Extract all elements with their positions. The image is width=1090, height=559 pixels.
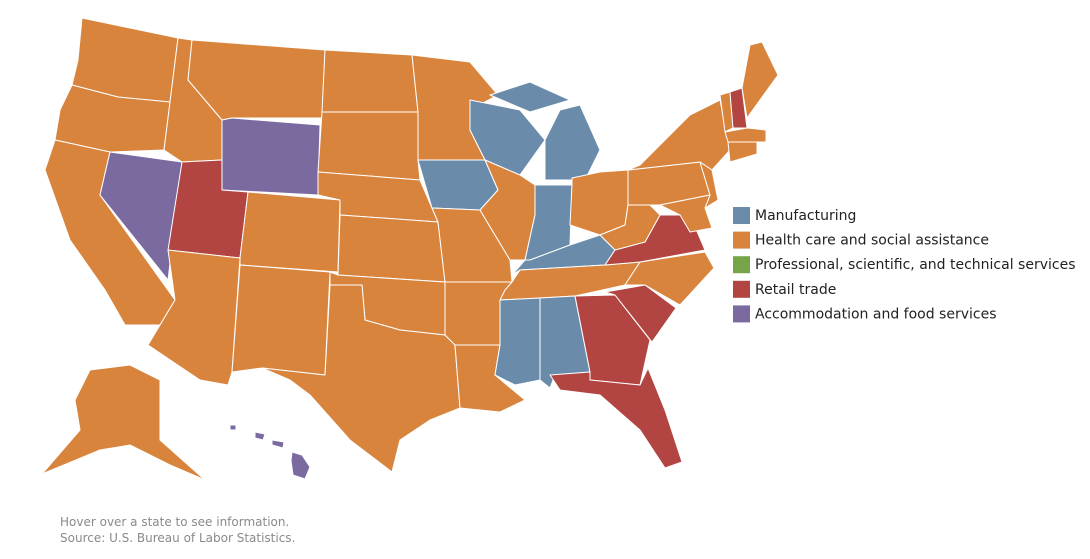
legend-swatch (733, 305, 750, 323)
state-map (41, 17, 779, 481)
state[interactable] (54, 84, 171, 153)
state[interactable] (321, 49, 419, 113)
state[interactable] (239, 191, 341, 273)
state[interactable] (724, 127, 767, 143)
legend-swatch (733, 280, 750, 298)
state[interactable] (699, 161, 719, 209)
legend: Manufacturing Health care and social assi… (733, 207, 1075, 323)
state[interactable] (569, 169, 629, 236)
state[interactable] (229, 424, 311, 480)
state[interactable] (417, 159, 499, 211)
state[interactable] (741, 41, 779, 119)
footnote: Source: U.S. Bureau of Labor Statistics. (60, 531, 295, 545)
legend-label: Manufacturing (755, 208, 856, 224)
legend-label: Professional, scientific, and technical … (755, 257, 1075, 273)
state[interactable] (231, 264, 331, 376)
state[interactable] (221, 117, 321, 196)
state[interactable] (627, 99, 731, 171)
state[interactable] (261, 284, 461, 473)
state[interactable] (659, 194, 713, 233)
footnote: Hover over a state to see information. (60, 515, 289, 529)
state[interactable] (727, 141, 758, 163)
state[interactable] (337, 214, 446, 283)
state[interactable] (41, 364, 206, 481)
state[interactable] (99, 151, 183, 281)
legend-label: Retail trade (755, 282, 836, 298)
state[interactable] (604, 284, 677, 343)
legend-swatch (733, 207, 750, 224)
legend-label: Health care and social assistance (755, 233, 989, 249)
legend-swatch (733, 256, 750, 274)
legend-swatch (733, 231, 750, 249)
state[interactable] (494, 297, 541, 386)
state[interactable] (317, 111, 421, 181)
state[interactable] (549, 367, 683, 469)
legend-label: Accommodation and food services (755, 306, 997, 322)
